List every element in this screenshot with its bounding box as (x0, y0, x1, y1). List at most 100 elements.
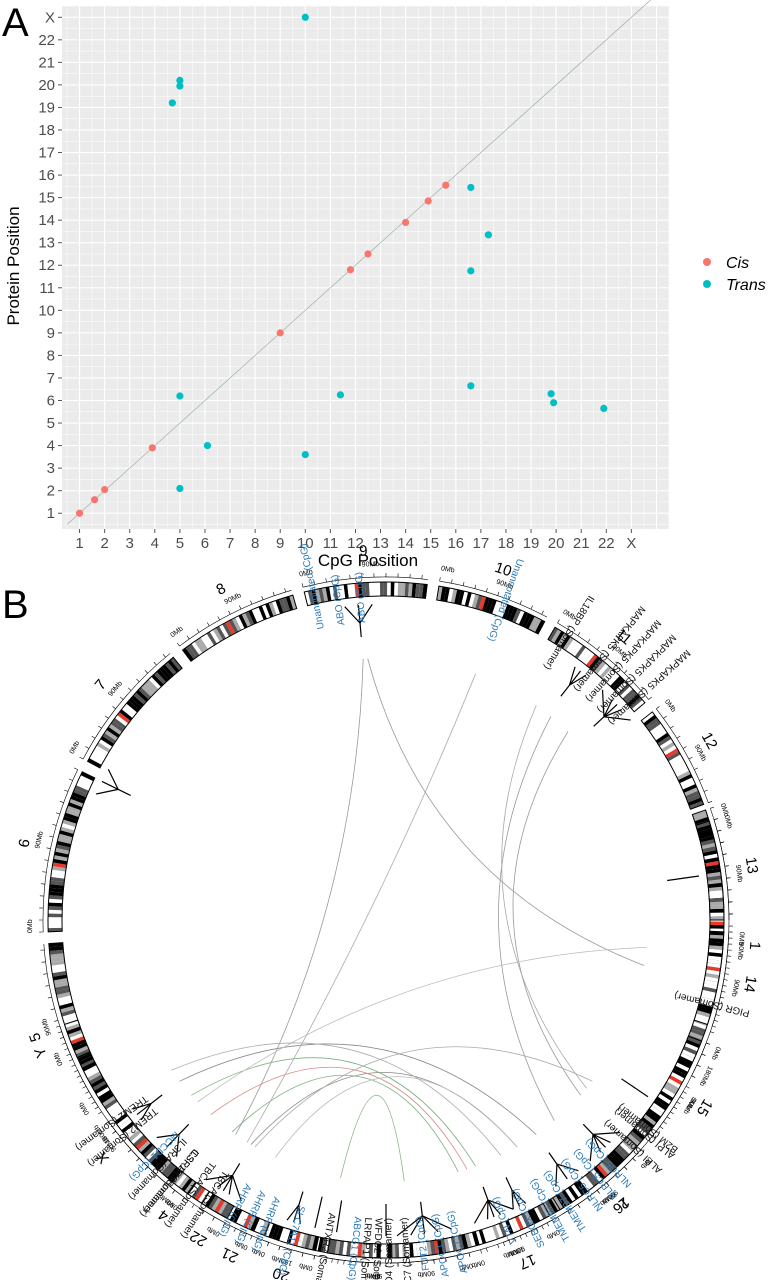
chromosome-band (627, 694, 641, 707)
chromosome-band (146, 679, 159, 692)
connector-glyph (560, 666, 587, 697)
chromosome-band (706, 871, 722, 878)
chromosome-band (126, 700, 140, 713)
y-tick-label: 3 (47, 460, 55, 477)
mb-label: 0Mb (169, 626, 184, 640)
x-tick-label: 15 (422, 535, 439, 552)
chromosome-scale (326, 1257, 381, 1267)
chromosome-band (169, 1169, 182, 1183)
chromosome-band (685, 1039, 701, 1049)
cis-point (91, 496, 99, 504)
chromosome-band (87, 1071, 102, 1082)
chromosome-band (709, 908, 724, 913)
gene-label: ABO (CpG) (329, 574, 347, 626)
chromosome-band (98, 1089, 112, 1101)
chromosome-band (278, 598, 287, 613)
chromosome-band (108, 1104, 122, 1116)
chromosome-band (48, 920, 63, 925)
chromosome-band (502, 604, 511, 619)
chromosome-band (521, 1212, 531, 1228)
chromosome-band (286, 1229, 294, 1245)
chromosome-band (622, 688, 636, 702)
chromosome-band (77, 778, 92, 788)
mb-label: 0Mb (234, 1239, 249, 1251)
chromosome-band (405, 1243, 411, 1258)
chromosome-10-label: 10 (493, 559, 514, 580)
x-tick-label: 20 (548, 535, 565, 552)
chromosome-band (695, 1013, 710, 1021)
chromosome-band (100, 1092, 114, 1104)
circos-link (246, 673, 476, 1143)
chromosome-band (706, 965, 721, 972)
chromosome-band (610, 675, 623, 689)
chromosome-band (709, 934, 724, 940)
chromosome-band (239, 1212, 250, 1227)
chromosome-band (624, 691, 638, 704)
chromosome-band (357, 1242, 363, 1258)
chromosome-band (364, 1243, 370, 1258)
chromosome-band (133, 692, 147, 705)
trans-point (168, 99, 176, 107)
scatter-plot-area (62, 6, 669, 529)
chromosome-band (90, 1077, 105, 1088)
chromosome-band (647, 1108, 661, 1120)
chromosome-band (229, 1207, 240, 1222)
chromosome-band (544, 1200, 555, 1215)
chromosome-band (576, 1179, 588, 1194)
chromosome-band (241, 612, 251, 627)
chromosome-band (631, 699, 645, 712)
chromosome-band (50, 960, 65, 966)
chromosome-band (350, 583, 356, 598)
chromosome-band (124, 703, 138, 716)
x-axis-title: CpG Position (318, 551, 418, 570)
chromosome-band (158, 1159, 171, 1173)
x-tick-label: 5 (176, 535, 184, 552)
chromosome-band (670, 1071, 685, 1082)
chromosome-band (191, 1185, 203, 1199)
chromosome-band (104, 729, 119, 741)
chromosome-band (478, 596, 487, 611)
chromosome-band (121, 1121, 135, 1134)
chromosome-band (659, 1090, 674, 1102)
chromosome-band (52, 974, 68, 981)
chromosome-13-label: 13 (742, 856, 761, 875)
chromosome-band (675, 767, 690, 777)
chromosome-band (153, 671, 167, 685)
circos-link (250, 1072, 518, 1148)
chromosome-band (61, 1009, 76, 1017)
chromosome-band (151, 674, 164, 687)
chromosome-band (702, 986, 717, 993)
chromosome-band (259, 1220, 269, 1235)
chromosome-band (587, 1171, 600, 1185)
connector-glyph (314, 1196, 323, 1229)
chromosome-band (416, 1242, 422, 1257)
chromosome-band (308, 1235, 316, 1250)
chromosome-band (586, 654, 598, 668)
chromosome-band (611, 1149, 625, 1163)
chromosome-band (514, 1215, 524, 1231)
chromosome-band (60, 1005, 75, 1014)
y-tick-label: 20 (38, 77, 55, 94)
chromosome-band (304, 591, 312, 606)
chromosome-band (709, 894, 724, 899)
chromosome-21-outline (231, 1208, 261, 1232)
chromosome-band (390, 582, 395, 597)
x-tick-label: 21 (573, 535, 590, 552)
mb-label: 0Mb (470, 1258, 485, 1268)
chromosome-band (92, 748, 107, 759)
chromosome-band (653, 1099, 668, 1111)
y-tick-label: 19 (38, 99, 55, 116)
chromosome-band (697, 1006, 712, 1015)
circos-link (512, 731, 582, 1096)
chromosome-band (552, 1195, 564, 1210)
chromosome-band (123, 1124, 137, 1136)
chromosome-band (536, 1205, 547, 1220)
chromosome-band (548, 1198, 559, 1213)
chromosome-band (255, 607, 264, 622)
chromosome-band (631, 1128, 645, 1141)
chromosome-band (704, 976, 719, 983)
chromosome-band (696, 824, 712, 833)
chromosome-band (167, 659, 180, 673)
chromosome-band (607, 673, 620, 686)
chromosome-band (481, 597, 490, 612)
